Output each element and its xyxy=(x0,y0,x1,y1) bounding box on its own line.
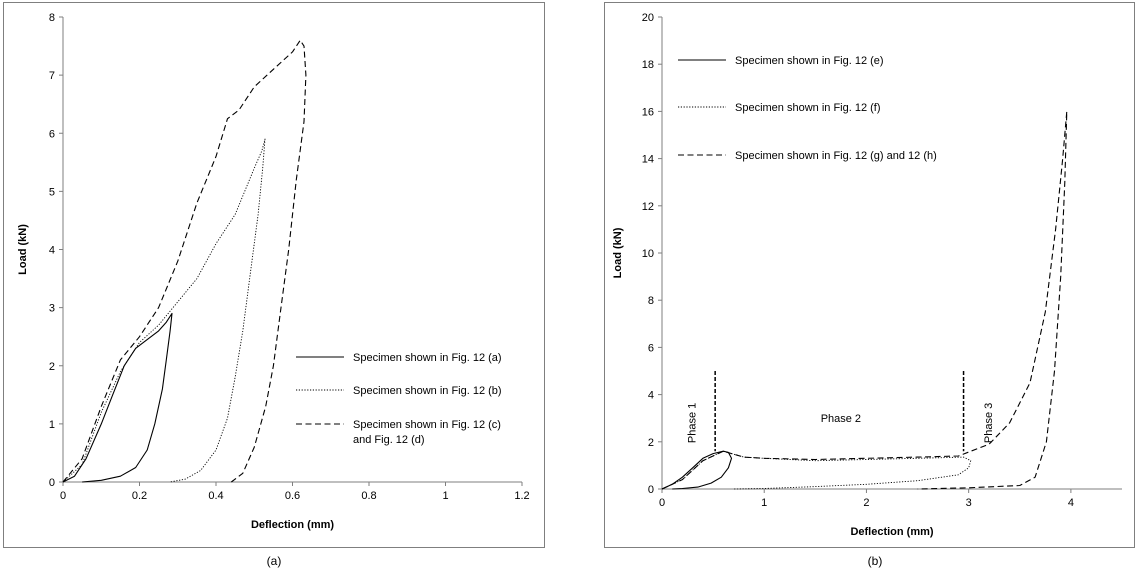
annotation-phase-1: Phase 1 xyxy=(687,403,699,443)
x-axis-title: Deflection (mm) xyxy=(251,519,334,531)
y-tick-label: 8 xyxy=(648,295,654,307)
series-line-1 xyxy=(661,450,733,490)
chart-a-svg: 0 0.2 0.4 0.6 0.8 1 1.2 0 1 2 3 4 5 6 7 8 Deflection (mm… xyxy=(17,12,530,531)
y-tick-label: 6 xyxy=(648,342,654,354)
y-axis-title: Load (kN) xyxy=(612,227,624,278)
legend-label-1: Specimen shown in Fig. 12 (e) xyxy=(735,55,884,67)
y-tick-label: 8 xyxy=(49,12,55,24)
x-tick-label: 2 xyxy=(863,497,869,509)
series-line-2 xyxy=(62,138,266,483)
y-tick-label: 4 xyxy=(648,390,654,402)
y-tick-label: 20 xyxy=(642,12,654,24)
y-tick-label: 10 xyxy=(642,248,654,260)
y-tick-label: 6 xyxy=(49,128,55,140)
chart-panel-b: 0 1 2 3 4 0 2 4 6 8 10 12 14 16 18 20 Deflection (mm) Loa… xyxy=(604,2,1135,548)
y-tick-label: 4 xyxy=(49,245,55,257)
legend-label-2: Specimen shown in Fig. 12 (f) xyxy=(735,102,881,114)
caption-a: (a) xyxy=(266,554,282,568)
x-tick-label: 3 xyxy=(966,497,972,509)
y-tick-label: 5 xyxy=(49,186,55,198)
x-tick-label: 0.8 xyxy=(361,490,376,502)
series-line-2 xyxy=(661,450,972,490)
annotation-phase-3: Phase 3 xyxy=(983,403,995,443)
y-tick-label: 0 xyxy=(648,484,654,496)
chart-panel-a: 0 0.2 0.4 0.6 0.8 1 1.2 0 1 2 3 4 5 6 7 8 Deflection (mm… xyxy=(3,2,545,548)
x-tick-label: 0 xyxy=(60,490,66,502)
y-tick-label: 7 xyxy=(49,70,55,82)
legend-label-3: Specimen shown in Fig. 12 (c) and Fig. 12… xyxy=(353,419,501,446)
y-tick-label: 16 xyxy=(642,106,654,118)
y-axis-title: Load (kN) xyxy=(17,224,29,275)
y-tick-label: 18 xyxy=(642,59,654,71)
caption-b: (b) xyxy=(867,554,883,568)
x-tick-label: 1 xyxy=(442,490,448,502)
y-tick-label: 0 xyxy=(49,477,55,489)
x-tick-label: 0.4 xyxy=(208,490,223,502)
y-tick-label: 1 xyxy=(49,419,55,431)
series-line-3 xyxy=(661,110,1068,490)
x-tick-label: 0 xyxy=(659,497,665,509)
x-axis-title: Deflection (mm) xyxy=(850,526,933,538)
y-tick-label: 14 xyxy=(642,154,654,166)
legend-label-2: Specimen shown in Fig. 12 (b) xyxy=(353,385,502,397)
x-tick-label: 0.2 xyxy=(132,490,147,502)
x-tick-label: 1.2 xyxy=(514,490,529,502)
y-tick-label: 3 xyxy=(49,303,55,315)
x-tick-label: 4 xyxy=(1068,497,1074,509)
series-line-1 xyxy=(62,312,173,483)
annotation-phase-2: Phase 2 xyxy=(821,413,861,425)
y-tick-label: 12 xyxy=(642,201,654,213)
x-tick-label: 1 xyxy=(761,497,767,509)
series-line-3 xyxy=(62,39,307,483)
y-tick-label: 2 xyxy=(648,437,654,449)
y-tick-label: 2 xyxy=(49,361,55,373)
legend-label-3: Specimen shown in Fig. 12 (g) and 12 (h) xyxy=(735,150,937,162)
x-tick-label: 0.6 xyxy=(285,490,300,502)
legend-label-1: Specimen shown in Fig. 12 (a) xyxy=(353,352,502,364)
